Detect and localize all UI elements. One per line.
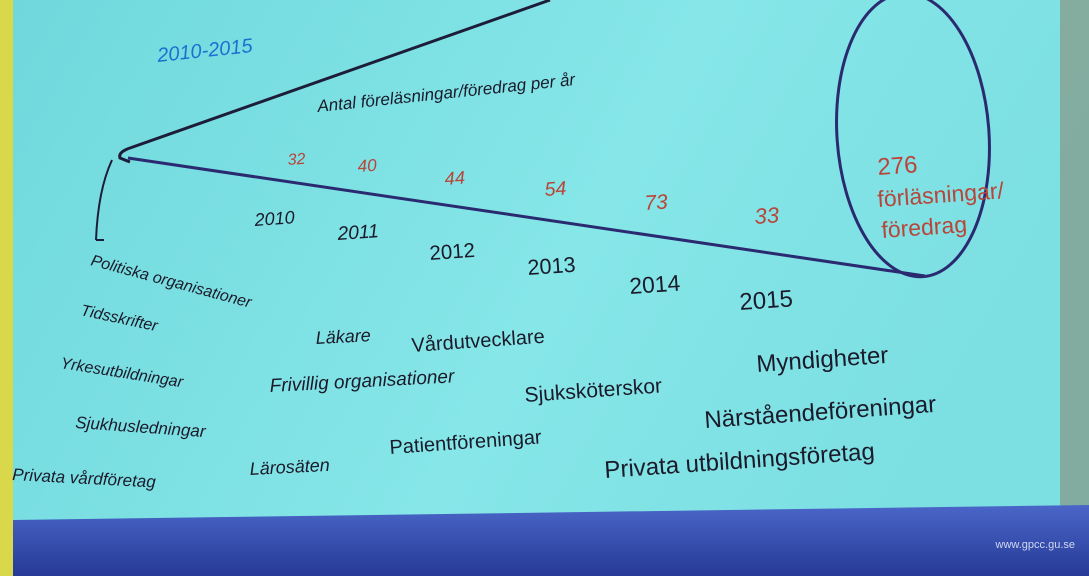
wall-edge [1060,0,1089,576]
slide-photo: 2010-2015 Antal föreläsningar/föredrag p… [0,0,1089,576]
year: 2013 [527,252,577,280]
year: 2012 [429,240,476,265]
count: 32 [287,151,306,169]
count: 40 [357,155,378,176]
count: 73 [644,190,669,215]
year: 2014 [629,269,682,298]
organization: Läkare [315,325,371,348]
year: 2010 [253,207,295,230]
footer-url: www.gpcc.gu.se [995,539,1075,551]
yellow-edge [0,0,13,576]
total-number: 276 [877,151,919,181]
count: 54 [544,178,567,201]
count: 33 [754,202,781,229]
organization: Lärosäten [249,455,330,479]
year: 2015 [739,285,794,316]
count: 44 [444,167,466,189]
year: 2011 [336,221,380,245]
